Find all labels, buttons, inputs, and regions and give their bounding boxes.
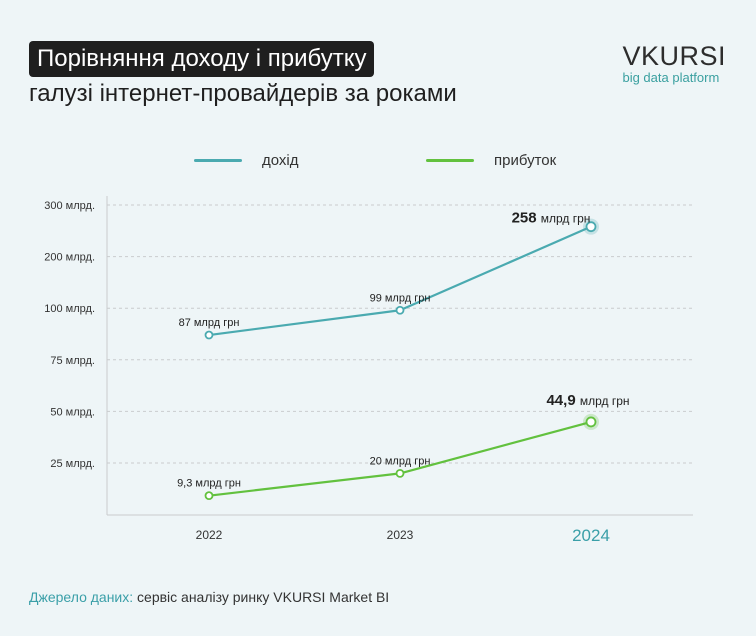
y-tick-label: 200 млрд. [44,252,95,264]
revenue-point [395,305,405,315]
y-tick-label: 100 млрд. [44,303,95,315]
legend-profit: прибуток [426,152,556,169]
y-tick-label: 50 млрд. [50,406,95,418]
chart-subtitle: галузі інтернет-провайдерів за роками [29,80,457,107]
x-tick-label: 2024 [572,526,610,545]
profit-point [395,468,405,478]
data-label-number: 258 [512,210,541,227]
x-tick-label: 2023 [387,528,414,542]
legend-revenue-label: дохід [262,152,299,169]
data-source-text: сервіс аналізу ринку VKURSI Market BI [133,589,390,605]
revenue-line [208,225,592,337]
profit-data-label: 44,9 млрд грн [546,392,629,409]
profit-point [204,491,214,501]
brand-subtitle: big data platform [622,70,720,85]
y-tick-label: 75 млрд. [50,355,95,367]
data-source: Джерело даних: сервіс аналізу ринку VKUR… [29,589,389,605]
profit-data-label: 9,3 млрд грн [177,478,241,490]
profit-point [585,416,597,428]
brand-name: VKURSI [622,41,726,71]
revenue-point [585,221,597,233]
data-source-label: Джерело даних: [29,589,134,605]
data-label-unit: млрд грн [541,212,591,226]
revenue-point [204,330,214,340]
y-tick-label: 300 млрд. [44,200,95,212]
data-label-unit: млрд грн [580,394,630,408]
legend-revenue-swatch [194,159,242,162]
revenue-data-label: 87 млрд грн [179,317,240,329]
profit-data-label: 20 млрд грн [370,455,431,467]
revenue-data-label: 99 млрд грн [370,292,431,304]
data-label-number: 44,9 [546,392,579,409]
y-tick-label: 25 млрд. [50,458,95,470]
legend-profit-label: прибуток [494,152,557,169]
revenue-data-label: 258 млрд грн [512,210,591,227]
x-tick-label: 2022 [196,528,223,542]
legend-profit-swatch [426,159,474,162]
chart-title: Порівняння доходу і прибутку [29,41,375,77]
brand-logo: VKURSI big data platform [622,42,726,85]
legend-revenue: дохід [194,152,299,169]
